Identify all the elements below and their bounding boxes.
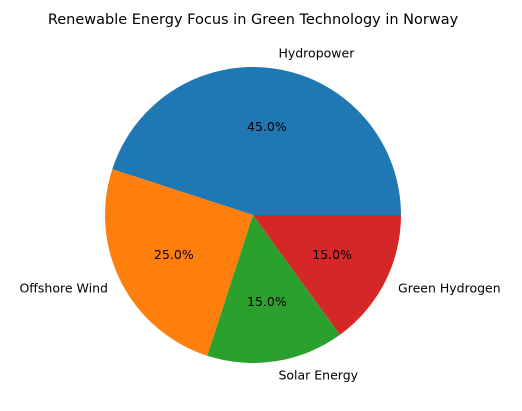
pie-slice-green-hydrogen [253,215,401,335]
pie-slice-solar-energy [207,215,340,364]
pie-slice-offshore-wind [104,169,253,356]
slice-label-offshore-wind: Offshore Wind [19,280,107,295]
pct-label-solar-energy: 15.0% [247,294,287,309]
slice-label-hydropower: Hydropower [278,46,355,61]
pie-slices [104,66,401,364]
pct-label-offshore-wind: 25.0% [154,247,194,262]
pie-slice-hydropower [112,66,401,215]
pie-labels: Hydropower 45.0% Offshore Wind 25.0% Solar E… [19,46,500,383]
pct-label-green-hydrogen: 15.0% [312,247,352,262]
slice-label-green-hydrogen: Green Hydrogen [398,280,501,295]
chart-title: Renewable Energy Focus in Green Technolo… [48,12,459,28]
pct-label-hydropower: 45.0% [247,119,287,134]
slice-label-solar-energy: Solar Energy [278,367,358,382]
